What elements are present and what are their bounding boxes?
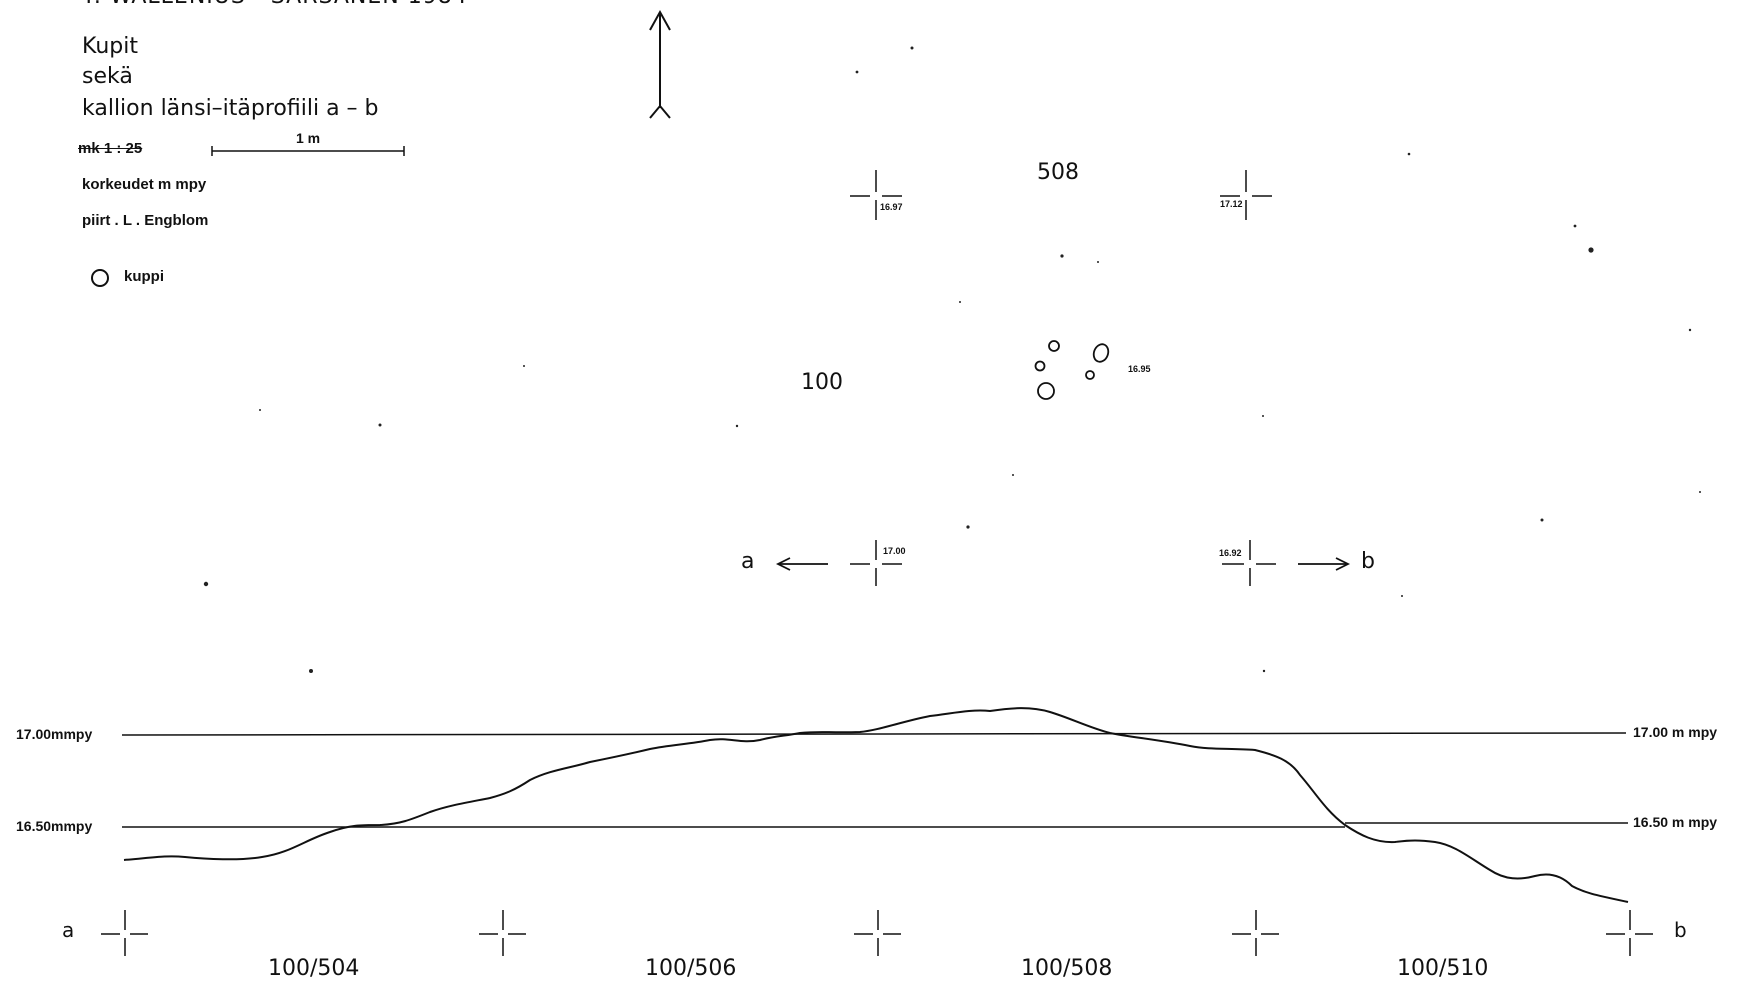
- coordinate-508: 100/508: [1021, 956, 1113, 981]
- heights-note: korkeudet m mpy: [82, 176, 207, 193]
- cup-mark: [1034, 360, 1046, 372]
- cup-legend-icon: [91, 269, 109, 287]
- marker-height-sw: 17.00: [883, 546, 906, 556]
- north-arrow-icon: [649, 9, 671, 119]
- cup-mark: [1048, 340, 1060, 352]
- rock-profile-line: [123, 707, 1629, 903]
- profile-marker-506: [854, 910, 901, 956]
- coordinate-506: 100/506: [645, 956, 737, 981]
- cup-mark: [1092, 343, 1110, 363]
- level-line-17: [121, 732, 1627, 736]
- profile-marker-504: [101, 910, 148, 956]
- scan-speckles: [203, 46, 1701, 673]
- plan-marker-sw: [850, 540, 902, 586]
- profile-end-label: b: [1361, 549, 1375, 574]
- grid-label-y: 100: [801, 370, 843, 395]
- level-low-right-label: 16.50 m mpy: [1633, 814, 1718, 830]
- scale-bar-label: 1 m: [296, 130, 321, 146]
- profile-end-b: b: [1674, 918, 1687, 942]
- plan-marker-nw: [850, 170, 902, 220]
- level-low-left-label: 16.50mmpy: [16, 818, 93, 834]
- grid-label-x: 508: [1037, 160, 1079, 185]
- header-top-line: T. WALLENIUS - SARSANEN 1984: [82, 0, 468, 9]
- arrow-left-icon: [775, 557, 828, 571]
- profile-end-a: a: [62, 918, 75, 942]
- profile-start-label: a: [741, 549, 755, 574]
- title-line-3: kallion länsi–itäprofiili a – b: [82, 96, 379, 121]
- cup-mark: [1037, 382, 1055, 400]
- cup-height: 16.95: [1128, 364, 1151, 374]
- profile-marker-508: [1606, 910, 1653, 956]
- title-line-2: sekä: [82, 64, 133, 89]
- coordinate-510: 100/510: [1397, 956, 1489, 981]
- profile-marker-505: [479, 910, 526, 956]
- marker-height-ne: 17.12: [1220, 199, 1243, 209]
- drawn-by: piirt . L . Engblom: [82, 212, 209, 229]
- level-high-left-label: 17.00mmpy: [16, 726, 93, 742]
- marker-height-se: 16.92: [1219, 548, 1242, 558]
- cup-marks: [1034, 340, 1110, 400]
- profile-marker-507: [1232, 910, 1279, 956]
- plan-marker-ne: [1220, 170, 1272, 220]
- cup-mark: [1085, 370, 1095, 380]
- scale-bar: [211, 146, 405, 156]
- coordinate-504: 100/504: [268, 956, 360, 981]
- legend-label: kuppi: [124, 268, 164, 285]
- plan-marker-se: [1222, 540, 1276, 586]
- arrow-right-icon: [1298, 557, 1351, 571]
- level-high-right-label: 17.00 m mpy: [1633, 724, 1718, 740]
- title-line-1: Kupit: [82, 34, 138, 59]
- marker-height-nw: 16.97: [880, 202, 903, 212]
- scale-label: mk 1 : 25: [78, 140, 143, 157]
